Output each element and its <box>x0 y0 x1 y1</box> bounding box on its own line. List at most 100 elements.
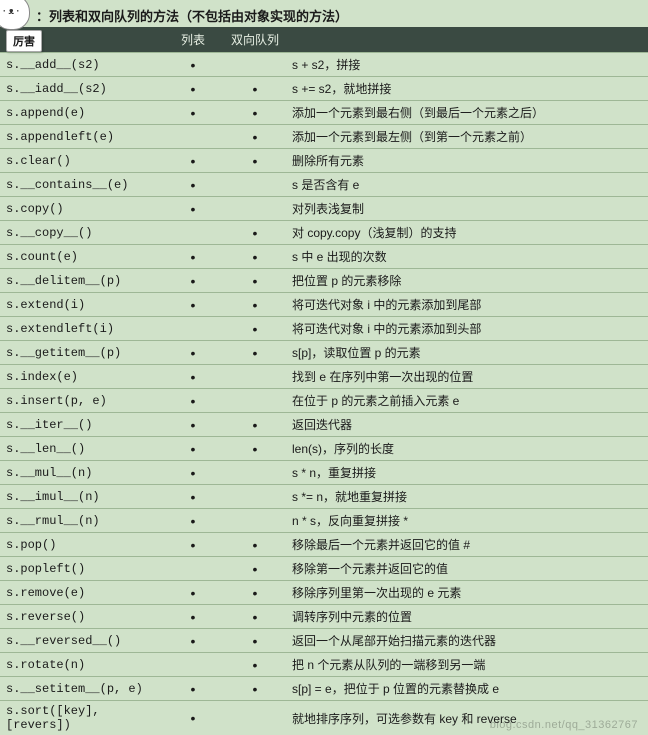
deque-support-cell <box>224 365 286 389</box>
deque-support-cell: • <box>224 629 286 653</box>
list-support-cell: • <box>162 437 224 461</box>
method-cell: s.sort([key], [revers]) <box>0 701 162 735</box>
deque-support-cell <box>224 461 286 485</box>
method-cell: s.extend(i) <box>0 293 162 317</box>
list-support-cell <box>162 653 224 677</box>
list-support-cell: • <box>162 293 224 317</box>
col-list: 列表 <box>162 27 224 53</box>
table-row: s.clear()••删除所有元素 <box>0 149 648 173</box>
list-support-cell: • <box>162 413 224 437</box>
list-support-cell: • <box>162 269 224 293</box>
method-cell: s.__getitem__(p) <box>0 341 162 365</box>
deque-support-cell: • <box>224 221 286 245</box>
table-header-row: 列表 双向队列 <box>0 27 648 53</box>
list-support-cell: • <box>162 197 224 221</box>
description-cell: 移除序列里第一次出现的 e 元素 <box>286 581 648 605</box>
deque-support-cell: • <box>224 653 286 677</box>
description-cell: 把位置 p 的元素移除 <box>286 269 648 293</box>
description-cell: s[p] = e，把位于 p 位置的元素替换成 e <box>286 677 648 701</box>
method-cell: s.popleft() <box>0 557 162 581</box>
table-row: s.pop()••移除最后一个元素并返回它的值 # <box>0 533 648 557</box>
table-row: s.__imul__(n)•s *= n，就地重复拼接 <box>0 485 648 509</box>
list-support-cell: • <box>162 101 224 125</box>
method-cell: s.__copy__() <box>0 221 162 245</box>
method-cell: s.__iadd__(s2) <box>0 77 162 101</box>
deque-support-cell: • <box>224 125 286 149</box>
table-row: s.__contains__(e)•s 是否含有 e <box>0 173 648 197</box>
title-prefix: ： <box>36 9 49 24</box>
tooltip-bubble: 厉害 <box>6 30 42 52</box>
table-row: s.copy()• 对列表浅复制 <box>0 197 648 221</box>
list-support-cell: • <box>162 389 224 413</box>
list-support-cell: • <box>162 605 224 629</box>
method-cell: s.__contains__(e) <box>0 173 162 197</box>
method-cell: s.appendleft(e) <box>0 125 162 149</box>
method-cell: s.__mul__(n) <box>0 461 162 485</box>
method-cell: s.pop() <box>0 533 162 557</box>
list-support-cell <box>162 317 224 341</box>
deque-support-cell: • <box>224 149 286 173</box>
deque-support-cell: • <box>224 605 286 629</box>
deque-support-cell: • <box>224 533 286 557</box>
method-cell: s.clear() <box>0 149 162 173</box>
title-text: 列表和双向队列的方法（不包括由对象实现的方法） <box>49 9 348 24</box>
list-support-cell: • <box>162 701 224 735</box>
list-support-cell: • <box>162 53 224 77</box>
table-row: s.popleft()•移除第一个元素并返回它的值 <box>0 557 648 581</box>
deque-support-cell: • <box>224 557 286 581</box>
table-row: s.append(e)••添加一个元素到最右侧（到最后一个元素之后） <box>0 101 648 125</box>
deque-support-cell <box>224 701 286 735</box>
description-cell: s * n，重复拼接 <box>286 461 648 485</box>
watermark: blog.csdn.net/qq_31362767 <box>490 719 638 731</box>
list-support-cell: • <box>162 677 224 701</box>
description-cell: s[p]，读取位置 p 的元素 <box>286 341 648 365</box>
list-support-cell: • <box>162 245 224 269</box>
description-cell: s *= n，就地重复拼接 <box>286 485 648 509</box>
table-row: s.reverse()••调转序列中元素的位置 <box>0 605 648 629</box>
description-cell: 调转序列中元素的位置 <box>286 605 648 629</box>
description-cell: len(s)，序列的长度 <box>286 437 648 461</box>
deque-support-cell: • <box>224 437 286 461</box>
deque-support-cell: • <box>224 269 286 293</box>
method-cell: s.__reversed__() <box>0 629 162 653</box>
list-support-cell: • <box>162 341 224 365</box>
table-row: s.__mul__(n)• s * n，重复拼接 <box>0 461 648 485</box>
list-support-cell <box>162 221 224 245</box>
description-cell: 删除所有元素 <box>286 149 648 173</box>
list-support-cell: • <box>162 365 224 389</box>
description-cell: 对列表浅复制 <box>286 197 648 221</box>
table-row: s.extend(i)••将可迭代对象 i 中的元素添加到尾部 <box>0 293 648 317</box>
deque-support-cell: • <box>224 293 286 317</box>
table-row: s.__setitem__(p, e)••s[p] = e，把位于 p 位置的元… <box>0 677 648 701</box>
method-cell: s.rotate(n) <box>0 653 162 677</box>
col-deque: 双向队列 <box>224 27 286 53</box>
description-cell: s += s2，就地拼接 <box>286 77 648 101</box>
method-cell: s.copy() <box>0 197 162 221</box>
deque-support-cell <box>224 389 286 413</box>
table-row: s.index(e)•找到 e 在序列中第一次出现的位置 <box>0 365 648 389</box>
description-cell: 将可迭代对象 i 中的元素添加到头部 <box>286 317 648 341</box>
table-row: s.__delitem__(p)••把位置 p 的元素移除 <box>0 269 648 293</box>
list-support-cell: • <box>162 77 224 101</box>
deque-support-cell: • <box>224 677 286 701</box>
table-row: s.__iter__()••返回迭代器 <box>0 413 648 437</box>
list-support-cell: • <box>162 461 224 485</box>
table-title: · ᴥ · ：列表和双向队列的方法（不包括由对象实现的方法） 厉害 <box>0 0 648 27</box>
description-cell: 返回迭代器 <box>286 413 648 437</box>
description-cell: 移除最后一个元素并返回它的值 # <box>286 533 648 557</box>
list-support-cell: • <box>162 581 224 605</box>
description-cell: 将可迭代对象 i 中的元素添加到尾部 <box>286 293 648 317</box>
table-row: s.rotate(n)•把 n 个元素从队列的一端移到另一端 <box>0 653 648 677</box>
description-cell: 返回一个从尾部开始扫描元素的迭代器 <box>286 629 648 653</box>
deque-support-cell <box>224 485 286 509</box>
method-cell: s.__rmul__(n) <box>0 509 162 533</box>
method-cell: s.__add__(s2) <box>0 53 162 77</box>
description-cell: 找到 e 在序列中第一次出现的位置 <box>286 365 648 389</box>
method-cell: s.__len__() <box>0 437 162 461</box>
description-cell: 添加一个元素到最左侧（到第一个元素之前） <box>286 125 648 149</box>
table-row: s.__copy__()•对 copy.copy（浅复制）的支持 <box>0 221 648 245</box>
table-row: s.extendleft(i)•将可迭代对象 i 中的元素添加到头部 <box>0 317 648 341</box>
list-support-cell <box>162 557 224 581</box>
description-cell: s 是否含有 e <box>286 173 648 197</box>
bunny-icon: · ᴥ · <box>0 0 30 30</box>
